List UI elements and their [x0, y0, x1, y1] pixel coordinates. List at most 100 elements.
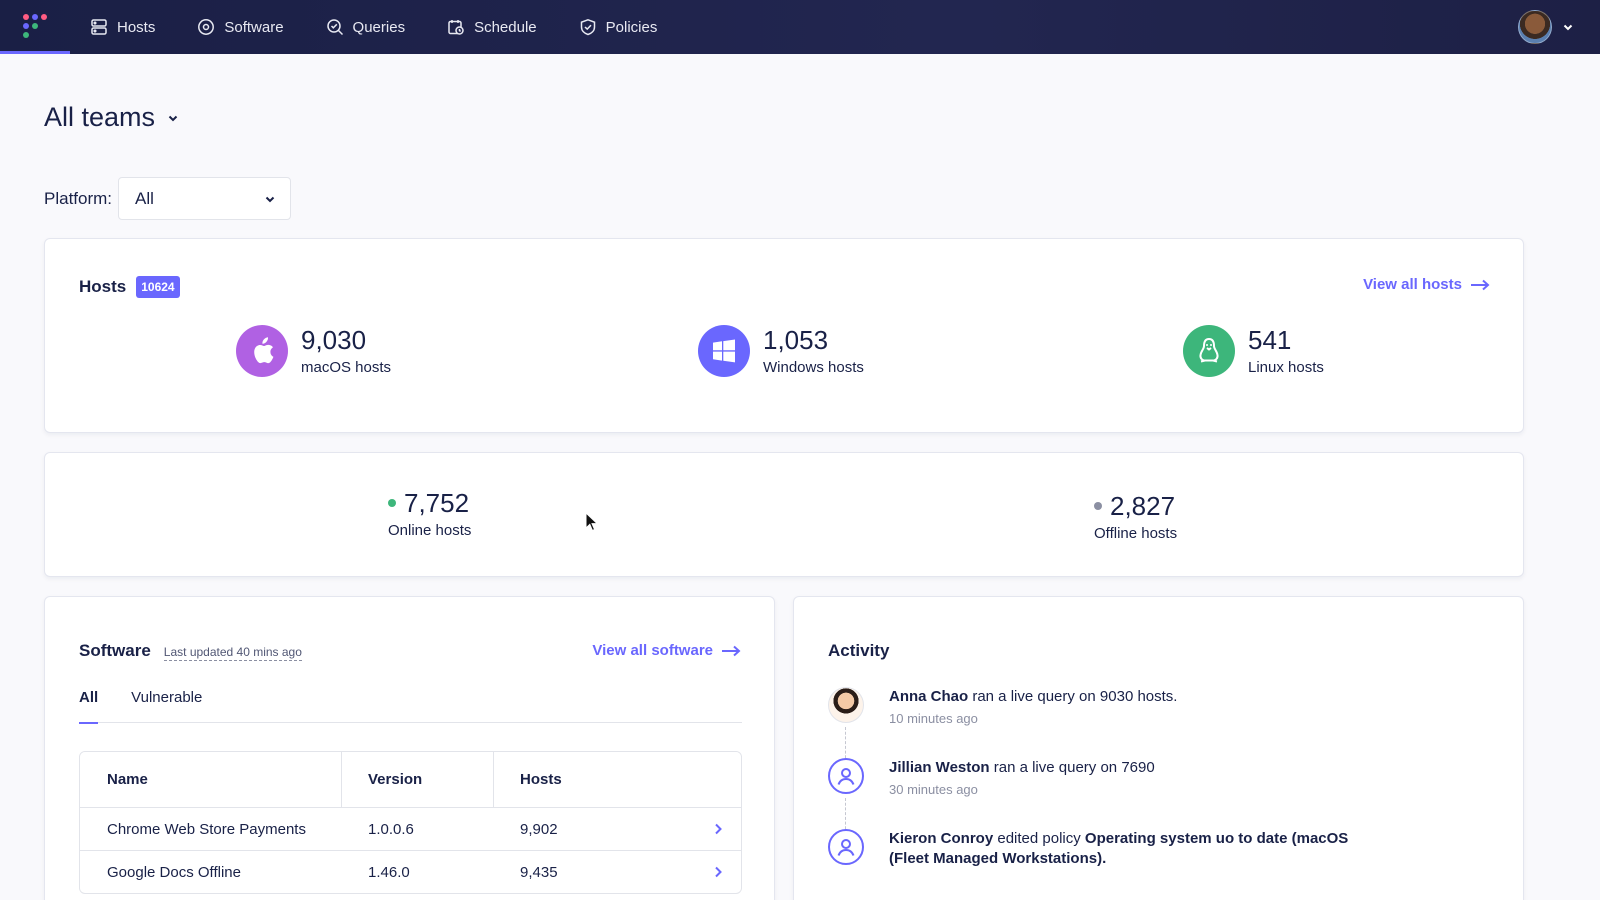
activity-action: edited policy: [993, 830, 1085, 847]
queries-icon: [326, 19, 343, 36]
activity-item: Jillian Weston ran a live query on 7690 …: [828, 758, 1478, 834]
view-all-software-label: View all software: [592, 642, 713, 659]
activity-feed: Anna Chao ran a live query on 9030 hosts…: [828, 687, 1478, 869]
column-header-version[interactable]: Version: [342, 752, 494, 807]
user-avatar: [1518, 10, 1552, 44]
software-last-updated[interactable]: Last updated 40 mins ago: [163, 645, 302, 661]
software-version: 1.0.0.6: [368, 820, 414, 838]
top-nav: Hosts Software Queries Schedule Policies: [0, 0, 1600, 54]
activity-actor: Jillian Weston: [889, 759, 990, 776]
schedule-icon: [448, 20, 464, 35]
view-all-hosts-link[interactable]: View all hosts: [1363, 276, 1490, 293]
mouse-cursor-icon: [585, 512, 599, 532]
team-title: All teams: [44, 102, 156, 132]
linux-hosts-label: Linux hosts: [1248, 358, 1324, 376]
macos-hosts-label: macOS hosts: [301, 358, 392, 376]
activity-time: 10 minutes ago: [889, 711, 978, 726]
windows-icon: [698, 325, 750, 377]
fleet-logo[interactable]: [0, 0, 70, 54]
online-hosts-label: Online hosts: [388, 521, 472, 539]
chevron-down-icon: [265, 196, 275, 202]
arrow-right-icon: [1471, 279, 1490, 290]
activity-card: Activity Anna Chao ran a live query on 9…: [793, 596, 1524, 900]
user-menu[interactable]: [1518, 10, 1600, 44]
software-hosts: 9,435: [520, 863, 558, 881]
column-header-hosts[interactable]: Hosts: [520, 771, 562, 788]
chevron-right-icon[interactable]: [694, 851, 741, 893]
nav-policies[interactable]: Policies: [559, 0, 680, 54]
user-icon: [828, 758, 864, 794]
platform-dropdown[interactable]: All: [118, 177, 292, 220]
nav-software-label: Software: [224, 18, 284, 36]
windows-hosts-stat[interactable]: 1,053 Windows hosts: [698, 325, 864, 377]
hosts-card-header: Hosts 10624: [79, 276, 180, 298]
team-selector[interactable]: All teams: [44, 102, 179, 133]
avatar: [828, 687, 864, 723]
chevron-right-icon[interactable]: [694, 808, 741, 850]
view-all-hosts-label: View all hosts: [1363, 276, 1462, 293]
nav-queries[interactable]: Queries: [306, 0, 428, 54]
online-status-dot: [388, 499, 396, 508]
hosts-card-title: Hosts: [79, 277, 127, 296]
platform-label: Platform:: [44, 188, 113, 208]
fleet-logo-icon: [23, 13, 47, 38]
table-row[interactable]: Google Docs Offline 1.46.0 9,435: [80, 850, 741, 893]
nav-policies-label: Policies: [605, 18, 658, 36]
activity-text: Anna Chao ran a live query on 9030 hosts…: [889, 687, 1177, 707]
nav-schedule[interactable]: Schedule: [427, 0, 559, 54]
nav-software[interactable]: Software: [177, 0, 305, 54]
hosts-count-badge: 10624: [136, 276, 180, 298]
activity-item: Anna Chao ran a live query on 9030 hosts…: [828, 687, 1478, 763]
nav-schedule-label: Schedule: [474, 18, 537, 36]
user-icon: [828, 829, 864, 865]
arrow-right-icon: [722, 645, 741, 656]
online-hosts-count: 7,752: [404, 488, 470, 518]
linux-hosts-stat[interactable]: 541 Linux hosts: [1183, 325, 1324, 377]
windows-hosts-label: Windows hosts: [763, 358, 864, 376]
activity-actor: Anna Chao: [889, 688, 969, 705]
table-header-row: Name Version Hosts: [80, 752, 741, 807]
tab-all[interactable]: All: [79, 689, 99, 724]
offline-hosts-stat[interactable]: 2,827 Offline hosts: [1094, 492, 1177, 542]
view-all-software-link[interactable]: View all software: [592, 642, 741, 659]
timeline-connector: [845, 798, 846, 834]
macos-hosts-count: 9,030: [301, 325, 367, 356]
nav-queries-label: Queries: [352, 18, 406, 36]
software-name: Chrome Web Store Payments: [107, 820, 306, 838]
platform-filter: Platform: All: [44, 177, 292, 220]
online-hosts-stat[interactable]: 7,752 Online hosts: [388, 489, 471, 539]
software-name: Google Docs Offline: [107, 863, 241, 881]
activity-card-title: Activity: [828, 641, 890, 660]
activity-target[interactable]: Operating system uo to date (macOS (Flee…: [889, 830, 1349, 867]
nav-hosts[interactable]: Hosts: [70, 0, 177, 54]
host-status-card: 7,752 Online hosts 2,827 Offline hosts: [44, 452, 1524, 577]
software-tabs: All Vulnerable: [79, 689, 742, 724]
linux-hosts-count: 541: [1248, 325, 1292, 356]
software-version: 1.46.0: [368, 863, 410, 881]
tab-vulnerable[interactable]: Vulnerable: [131, 689, 203, 706]
activity-text: Jillian Weston ran a live query on 7690: [889, 758, 1155, 778]
hosts-icon: [91, 19, 107, 35]
offline-hosts-label: Offline hosts: [1094, 524, 1178, 542]
platform-dropdown-value: All: [135, 188, 154, 208]
activity-action: ran a live query on 9030 hosts.: [968, 688, 1178, 705]
activity-time: 30 minutes ago: [889, 782, 978, 797]
activity-action: ran a live query on 7690: [989, 759, 1155, 776]
chevron-down-icon: [1563, 24, 1573, 31]
activity-text: Kieron Conroy edited policy Operating sy…: [889, 829, 1359, 869]
offline-status-dot: [1094, 502, 1102, 511]
activity-actor: Kieron Conroy: [889, 830, 994, 847]
macos-hosts-stat[interactable]: 9,030 macOS hosts: [236, 325, 391, 377]
table-row[interactable]: Chrome Web Store Payments 1.0.0.6 9,902: [80, 807, 741, 850]
linux-icon: [1183, 325, 1235, 377]
software-icon: [198, 19, 215, 35]
nav-hosts-label: Hosts: [117, 18, 156, 36]
hosts-summary-card: Hosts 10624 View all hosts 9,030 macOS h…: [44, 238, 1524, 433]
timeline-connector: [845, 727, 846, 763]
apple-icon: [236, 325, 288, 377]
windows-hosts-count: 1,053: [763, 325, 829, 356]
software-card: Software Last updated 40 mins ago View a…: [44, 596, 775, 900]
activity-item: Kieron Conroy edited policy Operating sy…: [828, 829, 1478, 869]
column-header-name[interactable]: Name: [80, 752, 342, 807]
software-hosts: 9,902: [520, 820, 558, 838]
